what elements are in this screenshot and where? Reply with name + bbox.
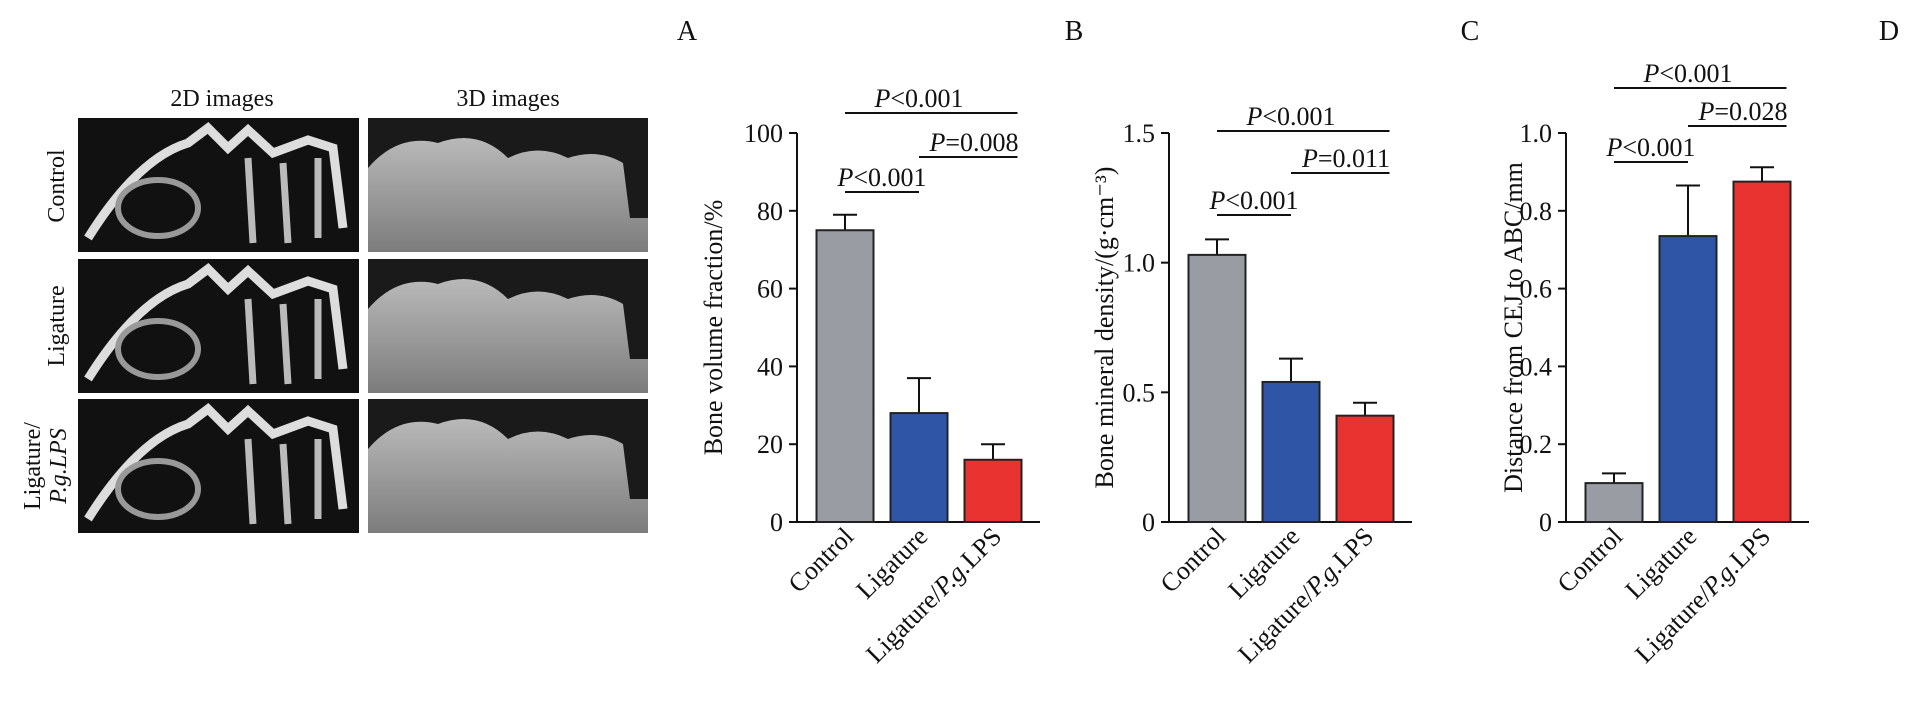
chart-2: 0 0.2 0.4 0.6 0.8 1.0 Distance from CEJ to ABC… bbox=[1499, 59, 1809, 669]
y-tick-label: 0.6 bbox=[1520, 275, 1553, 304]
bone-outline bbox=[84, 122, 348, 241]
significance-label: P=0.008 bbox=[928, 128, 1018, 157]
y-tick-label: 20 bbox=[757, 430, 783, 459]
significance-label: P=0.028 bbox=[1697, 97, 1787, 126]
3d-image bbox=[368, 259, 648, 393]
y-tick-label: 100 bbox=[744, 119, 783, 148]
2d-image bbox=[78, 118, 359, 252]
bar-ligature-p-g-lps bbox=[1335, 414, 1395, 524]
significance-label: P<0.001 bbox=[836, 163, 926, 192]
y-axis-label: Bone mineral density/(g·cm⁻³) bbox=[1090, 167, 1119, 489]
tooth-roots bbox=[244, 438, 322, 525]
bone-structure bbox=[115, 458, 201, 520]
panel-label-d: D bbox=[1879, 16, 1899, 47]
bar-ligature-p-g-lps bbox=[1732, 180, 1792, 523]
y-tick-label: 1.5 bbox=[1123, 119, 1156, 148]
bar-control bbox=[1187, 253, 1247, 524]
significance-label: P=0.011 bbox=[1301, 144, 1390, 173]
3d-image bbox=[368, 118, 648, 252]
bone-outline bbox=[84, 403, 348, 522]
y-tick-label: 0 bbox=[770, 508, 783, 537]
bone-outline bbox=[84, 263, 348, 382]
image-panel: 2D images 3D images Control Ligature Lig… bbox=[20, 86, 648, 533]
y-tick-label: 0.4 bbox=[1520, 352, 1553, 381]
bar-ligature bbox=[1658, 235, 1718, 524]
x-tick-label: Control bbox=[783, 522, 860, 599]
row-label-ligature-lps-1: Ligature/ bbox=[20, 422, 46, 510]
y-tick-label: 80 bbox=[757, 197, 783, 226]
bar-control bbox=[1584, 482, 1644, 524]
row-label-ligature-lps-2: P.g.LPS bbox=[46, 428, 72, 505]
x-tick-label: Control bbox=[1552, 522, 1629, 599]
tooth-roots bbox=[244, 157, 322, 244]
row-label-control: Control bbox=[44, 149, 70, 223]
chart-0: 0 20 40 60 80 100 Bone volume fraction/% Contro… bbox=[699, 84, 1040, 669]
y-tick-label: 60 bbox=[757, 275, 783, 304]
tooth-roots bbox=[244, 298, 322, 385]
tooth-render bbox=[368, 279, 648, 393]
x-tick-label: Ligature/P.g.LPS bbox=[1629, 522, 1776, 669]
tooth-render bbox=[368, 419, 648, 533]
bone-structure bbox=[115, 318, 201, 380]
y-tick-label: 0.2 bbox=[1520, 430, 1553, 459]
x-tick-label: Ligature/P.g.LPS bbox=[1232, 522, 1379, 669]
significance-label: P<0.001 bbox=[1245, 102, 1335, 131]
panel-label-a: A bbox=[677, 16, 698, 47]
3d-image bbox=[368, 399, 648, 533]
y-tick-label: 0 bbox=[1539, 508, 1552, 537]
y-tick-label: 40 bbox=[757, 352, 783, 381]
column-title-2d: 2D images bbox=[170, 86, 273, 112]
y-tick-label: 0.5 bbox=[1123, 378, 1156, 407]
panel-label-b: B bbox=[1065, 16, 1084, 47]
y-tick-label: 0.8 bbox=[1520, 197, 1553, 226]
significance-label: P<0.001 bbox=[1605, 133, 1695, 162]
2d-image bbox=[78, 399, 359, 533]
panel-label-c: C bbox=[1461, 16, 1480, 47]
bar-ligature bbox=[889, 412, 949, 523]
2d-image bbox=[78, 259, 359, 393]
bar-ligature bbox=[1261, 380, 1321, 523]
y-tick-label: 0 bbox=[1142, 508, 1155, 537]
bar-control bbox=[815, 229, 875, 523]
tooth-render bbox=[368, 138, 648, 252]
x-tick-label: Control bbox=[1155, 522, 1232, 599]
y-tick-label: 1.0 bbox=[1520, 119, 1553, 148]
significance-label: P<0.001 bbox=[1642, 59, 1732, 88]
bone-structure bbox=[115, 177, 201, 239]
y-tick-label: 1.0 bbox=[1123, 249, 1156, 278]
row-label-ligature: Ligature bbox=[44, 285, 70, 366]
significance-label: P<0.001 bbox=[873, 84, 963, 113]
significance-label: P<0.001 bbox=[1208, 186, 1298, 215]
y-axis-label: Bone volume fraction/% bbox=[699, 200, 728, 456]
y-axis-label: Distance from CEJ to ABC/mm bbox=[1499, 162, 1528, 493]
x-tick-label: Ligature/P.g.LPS bbox=[860, 522, 1007, 669]
bar-ligature-p-g-lps bbox=[963, 458, 1023, 524]
column-title-3d: 3D images bbox=[456, 86, 559, 112]
